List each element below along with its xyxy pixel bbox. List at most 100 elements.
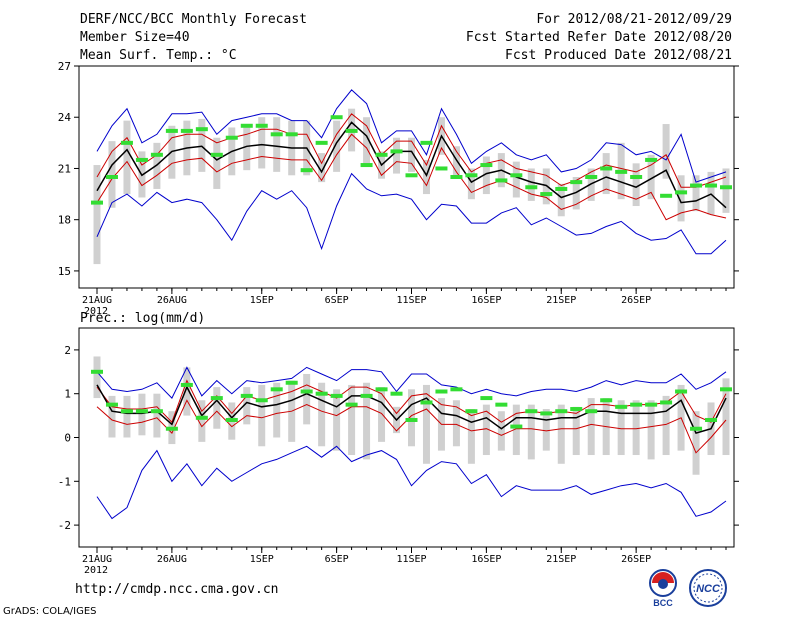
spread-box (662, 124, 670, 179)
hindcast-mark (645, 157, 658, 162)
spread-box (632, 163, 640, 207)
spread-box (572, 406, 580, 456)
hindcast-mark (525, 409, 538, 414)
hindcast-mark (240, 393, 253, 398)
spread-box (587, 398, 595, 456)
spread-box (422, 384, 430, 464)
hindcast-mark (165, 426, 178, 431)
spread-box (467, 409, 475, 464)
series-min-line (96, 172, 727, 255)
hindcast-mark (660, 193, 673, 198)
spread-box (213, 137, 221, 189)
hindcast-mark (660, 400, 673, 405)
hindcast-mark (570, 180, 583, 185)
hindcast-mark (405, 173, 418, 178)
hindcast-mark (270, 387, 283, 392)
x-tick-label: 11SEP (396, 295, 426, 306)
x-tick-label: 26SEP (621, 295, 651, 306)
spread-box (422, 159, 430, 195)
series-max-line (96, 366, 727, 399)
hindcast-mark (675, 190, 688, 195)
hindcast-mark (225, 135, 238, 140)
spread-box (602, 153, 610, 195)
hindcast-mark (345, 128, 358, 133)
hindcast-mark (435, 166, 448, 171)
spread-box (482, 156, 490, 195)
spread-box (243, 125, 251, 171)
spread-box (303, 373, 311, 425)
series-upper-line (96, 113, 727, 188)
x-tick-label: 16SEP (471, 295, 501, 306)
hindcast-mark (705, 183, 718, 188)
spread-box (497, 411, 505, 451)
hindcast-mark (555, 186, 568, 191)
bcc-logo-text: BCC (653, 598, 673, 608)
hindcast-mark (480, 163, 493, 168)
hindcast-mark (675, 389, 688, 394)
hindcast-mark (465, 409, 478, 414)
spread-box (153, 393, 161, 438)
spread-box (692, 411, 700, 475)
spread-box (707, 171, 715, 215)
hindcast-mark (225, 417, 238, 422)
hindcast-mark (375, 387, 388, 392)
hindcast-mark (345, 402, 358, 407)
hindcast-mark (720, 185, 732, 190)
hindcast-mark (450, 175, 463, 179)
spread-box (467, 168, 475, 200)
spread-box (333, 120, 341, 172)
x-tick-label: 26AUG (157, 554, 187, 565)
bcc-logo: BCC (649, 569, 677, 608)
hindcast-mark (495, 402, 508, 407)
x-tick-label: 11SEP (396, 554, 426, 565)
y-tick-label: 15 (58, 265, 71, 278)
hindcast-mark (315, 391, 328, 396)
hindcast-mark (585, 175, 598, 179)
hindcast-mark (120, 140, 133, 145)
spread-box (557, 404, 565, 464)
spread-box (273, 382, 281, 438)
series-min-line (96, 445, 727, 520)
y-tick-label: 1 (64, 388, 71, 401)
hindcast-mark (300, 168, 313, 173)
hindcast-mark (210, 396, 223, 401)
refer-date: Fcst Started Refer Date 2012/08/20 (465, 30, 732, 45)
hindcast-mark (690, 426, 703, 431)
x-tick-label: 26SEP (621, 554, 651, 565)
hindcast-mark (510, 424, 523, 429)
spread-box (647, 400, 655, 460)
spread-box (408, 137, 415, 172)
y-tick-label: 24 (58, 111, 72, 124)
hindcast-mark (420, 400, 433, 405)
hindcast-mark (150, 409, 163, 414)
member-size: Member Size=40 (80, 30, 190, 45)
spread-box (348, 384, 356, 456)
hindcast-mark (105, 175, 118, 179)
hindcast-mark (330, 115, 343, 120)
series-lower-line (96, 133, 727, 221)
hindcast-mark (525, 185, 538, 190)
hindcast-mark (705, 417, 718, 422)
variable-label: Mean Surf. Temp.: °C (80, 48, 237, 63)
x-tick-label: 21SEP (546, 295, 576, 306)
hindcast-mark (180, 382, 193, 387)
hindcast-mark (450, 387, 463, 392)
hindcast-mark (405, 417, 418, 422)
x-tick-label: 26AUG (157, 295, 187, 306)
spread-box (692, 175, 700, 212)
hindcast-mark (390, 149, 403, 154)
hindcast-mark (360, 163, 373, 168)
spread-box (512, 161, 520, 198)
spread-box (273, 117, 281, 172)
spread-box (123, 395, 131, 438)
series-mean-line (96, 384, 727, 435)
source-url[interactable]: http://cmdp.ncc.cma.gov.cn (75, 582, 279, 597)
hindcast-mark (630, 175, 643, 179)
hindcast-mark (690, 183, 703, 188)
spread-box (452, 400, 460, 447)
y-tick-label: 0 (64, 432, 71, 445)
hindcast-mark (495, 178, 508, 183)
hindcast-mark (195, 415, 208, 420)
hindcast-mark (390, 391, 403, 396)
